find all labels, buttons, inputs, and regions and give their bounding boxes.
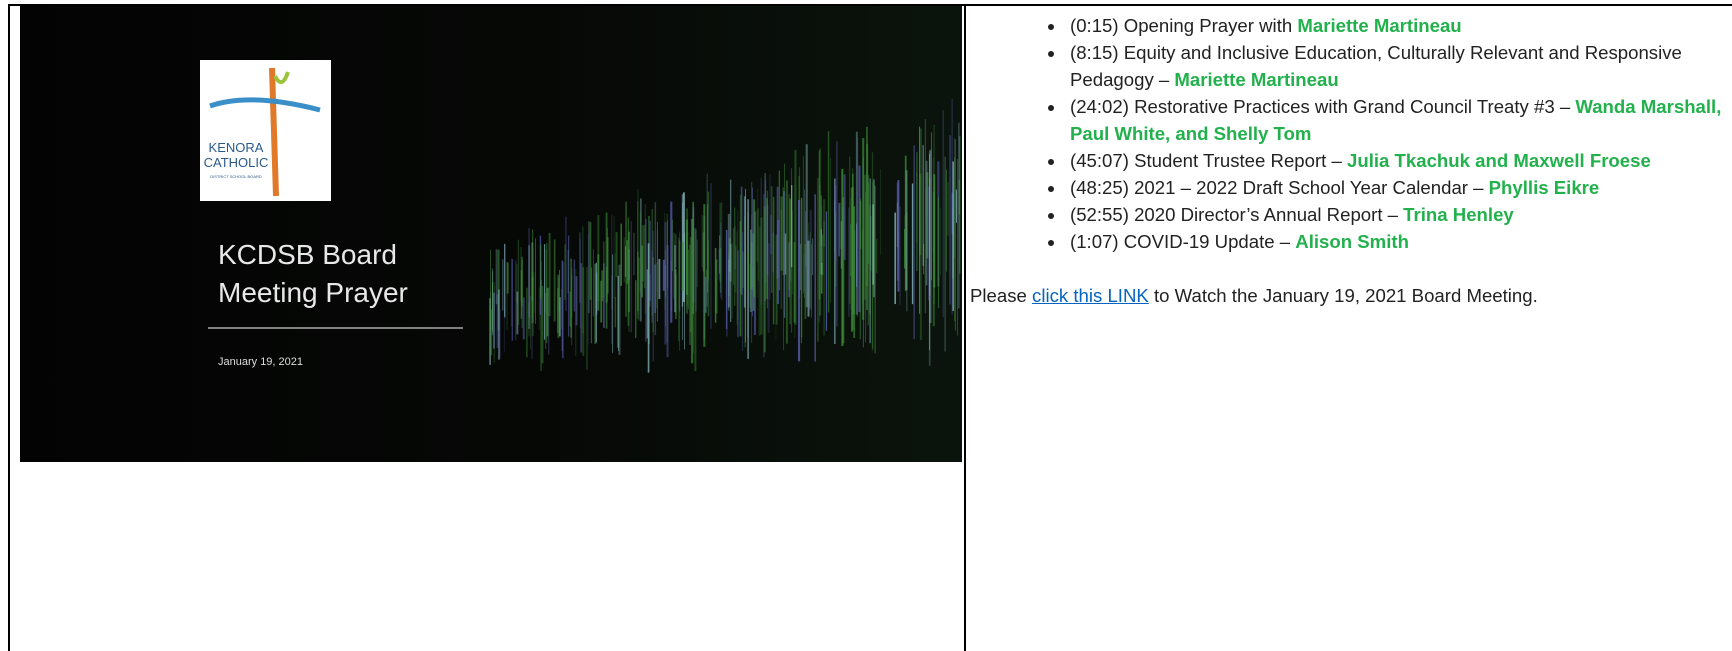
agenda-item: (8:15) Equity and Inclusive Education, C… bbox=[1066, 39, 1722, 93]
logo-text: CATHOLIC bbox=[204, 155, 269, 170]
slide-title: Meeting Prayer bbox=[218, 277, 408, 308]
agenda-text: (48:25) 2021 – 2022 Draft School Year Ca… bbox=[1070, 177, 1489, 198]
agenda-text: (45:07) Student Trustee Report – bbox=[1070, 150, 1347, 171]
agenda-item: (0:15) Opening Prayer with Mariette Mart… bbox=[1066, 12, 1722, 39]
agenda-names: Wanda Marshall, Paul White, and Shelly T… bbox=[1070, 96, 1722, 144]
slide-image: KENORA CATHOLIC DISTRICT SCHOOL BOARD KC… bbox=[20, 6, 962, 462]
agenda-names: Julia Tkachuk and Maxwell Froese bbox=[1347, 150, 1651, 171]
slide-date: January 19, 2021 bbox=[218, 356, 303, 368]
agenda-item: (48:25) 2021 – 2022 Draft School Year Ca… bbox=[1066, 174, 1722, 201]
logo-box bbox=[200, 60, 331, 201]
watch-link[interactable]: click this LINK bbox=[1032, 285, 1149, 306]
footer-paragraph: Please click this LINK to Watch the Janu… bbox=[970, 282, 1722, 309]
table-border-left bbox=[8, 4, 10, 651]
logo-subtext: DISTRICT SCHOOL BOARD bbox=[210, 174, 262, 179]
logo-leaf bbox=[273, 71, 290, 84]
footer-text: Please bbox=[970, 285, 1033, 306]
table-border-top bbox=[8, 4, 1732, 6]
agenda-text: (1:07) COVID-19 Update – bbox=[1070, 231, 1296, 252]
agenda-cell: (0:15) Opening Prayer with Mariette Mart… bbox=[970, 12, 1722, 309]
footer-text: to Watch the January 19, 2021 Board Meet… bbox=[1148, 285, 1538, 306]
agenda-list: (0:15) Opening Prayer with Mariette Mart… bbox=[970, 12, 1722, 255]
agenda-text: (8:15) Equity and Inclusive Education, C… bbox=[1070, 42, 1682, 90]
agenda-item: (52:55) 2020 Director’s Annual Report – … bbox=[1066, 201, 1722, 228]
table-border-middle bbox=[964, 4, 966, 651]
agenda-names: Phyllis Eikre bbox=[1488, 177, 1600, 198]
agenda-text: (52:55) 2020 Director’s Annual Report – bbox=[1070, 204, 1404, 225]
streaks bbox=[489, 98, 961, 373]
agenda-text: (0:15) Opening Prayer with bbox=[1070, 15, 1298, 36]
slide-title: KCDSB Board bbox=[218, 239, 397, 270]
agenda-item: (45:07) Student Trustee Report – Julia T… bbox=[1066, 147, 1722, 174]
agenda-text: (24:02) Restorative Practices with Grand… bbox=[1070, 96, 1576, 117]
agenda-item: (1:07) COVID-19 Update – Alison Smith bbox=[1066, 228, 1722, 255]
agenda-names: Mariette Martineau bbox=[1174, 69, 1339, 90]
logo-text: KENORA bbox=[209, 140, 264, 155]
agenda-names: Trina Henley bbox=[1403, 204, 1514, 225]
logo-cross bbox=[269, 67, 279, 197]
slide-background bbox=[20, 6, 962, 462]
agenda-names: Alison Smith bbox=[1295, 231, 1409, 252]
logo-wave bbox=[209, 97, 321, 113]
agenda-item: (24:02) Restorative Practices with Grand… bbox=[1066, 93, 1722, 147]
agenda-names: Mariette Martineau bbox=[1297, 15, 1462, 36]
